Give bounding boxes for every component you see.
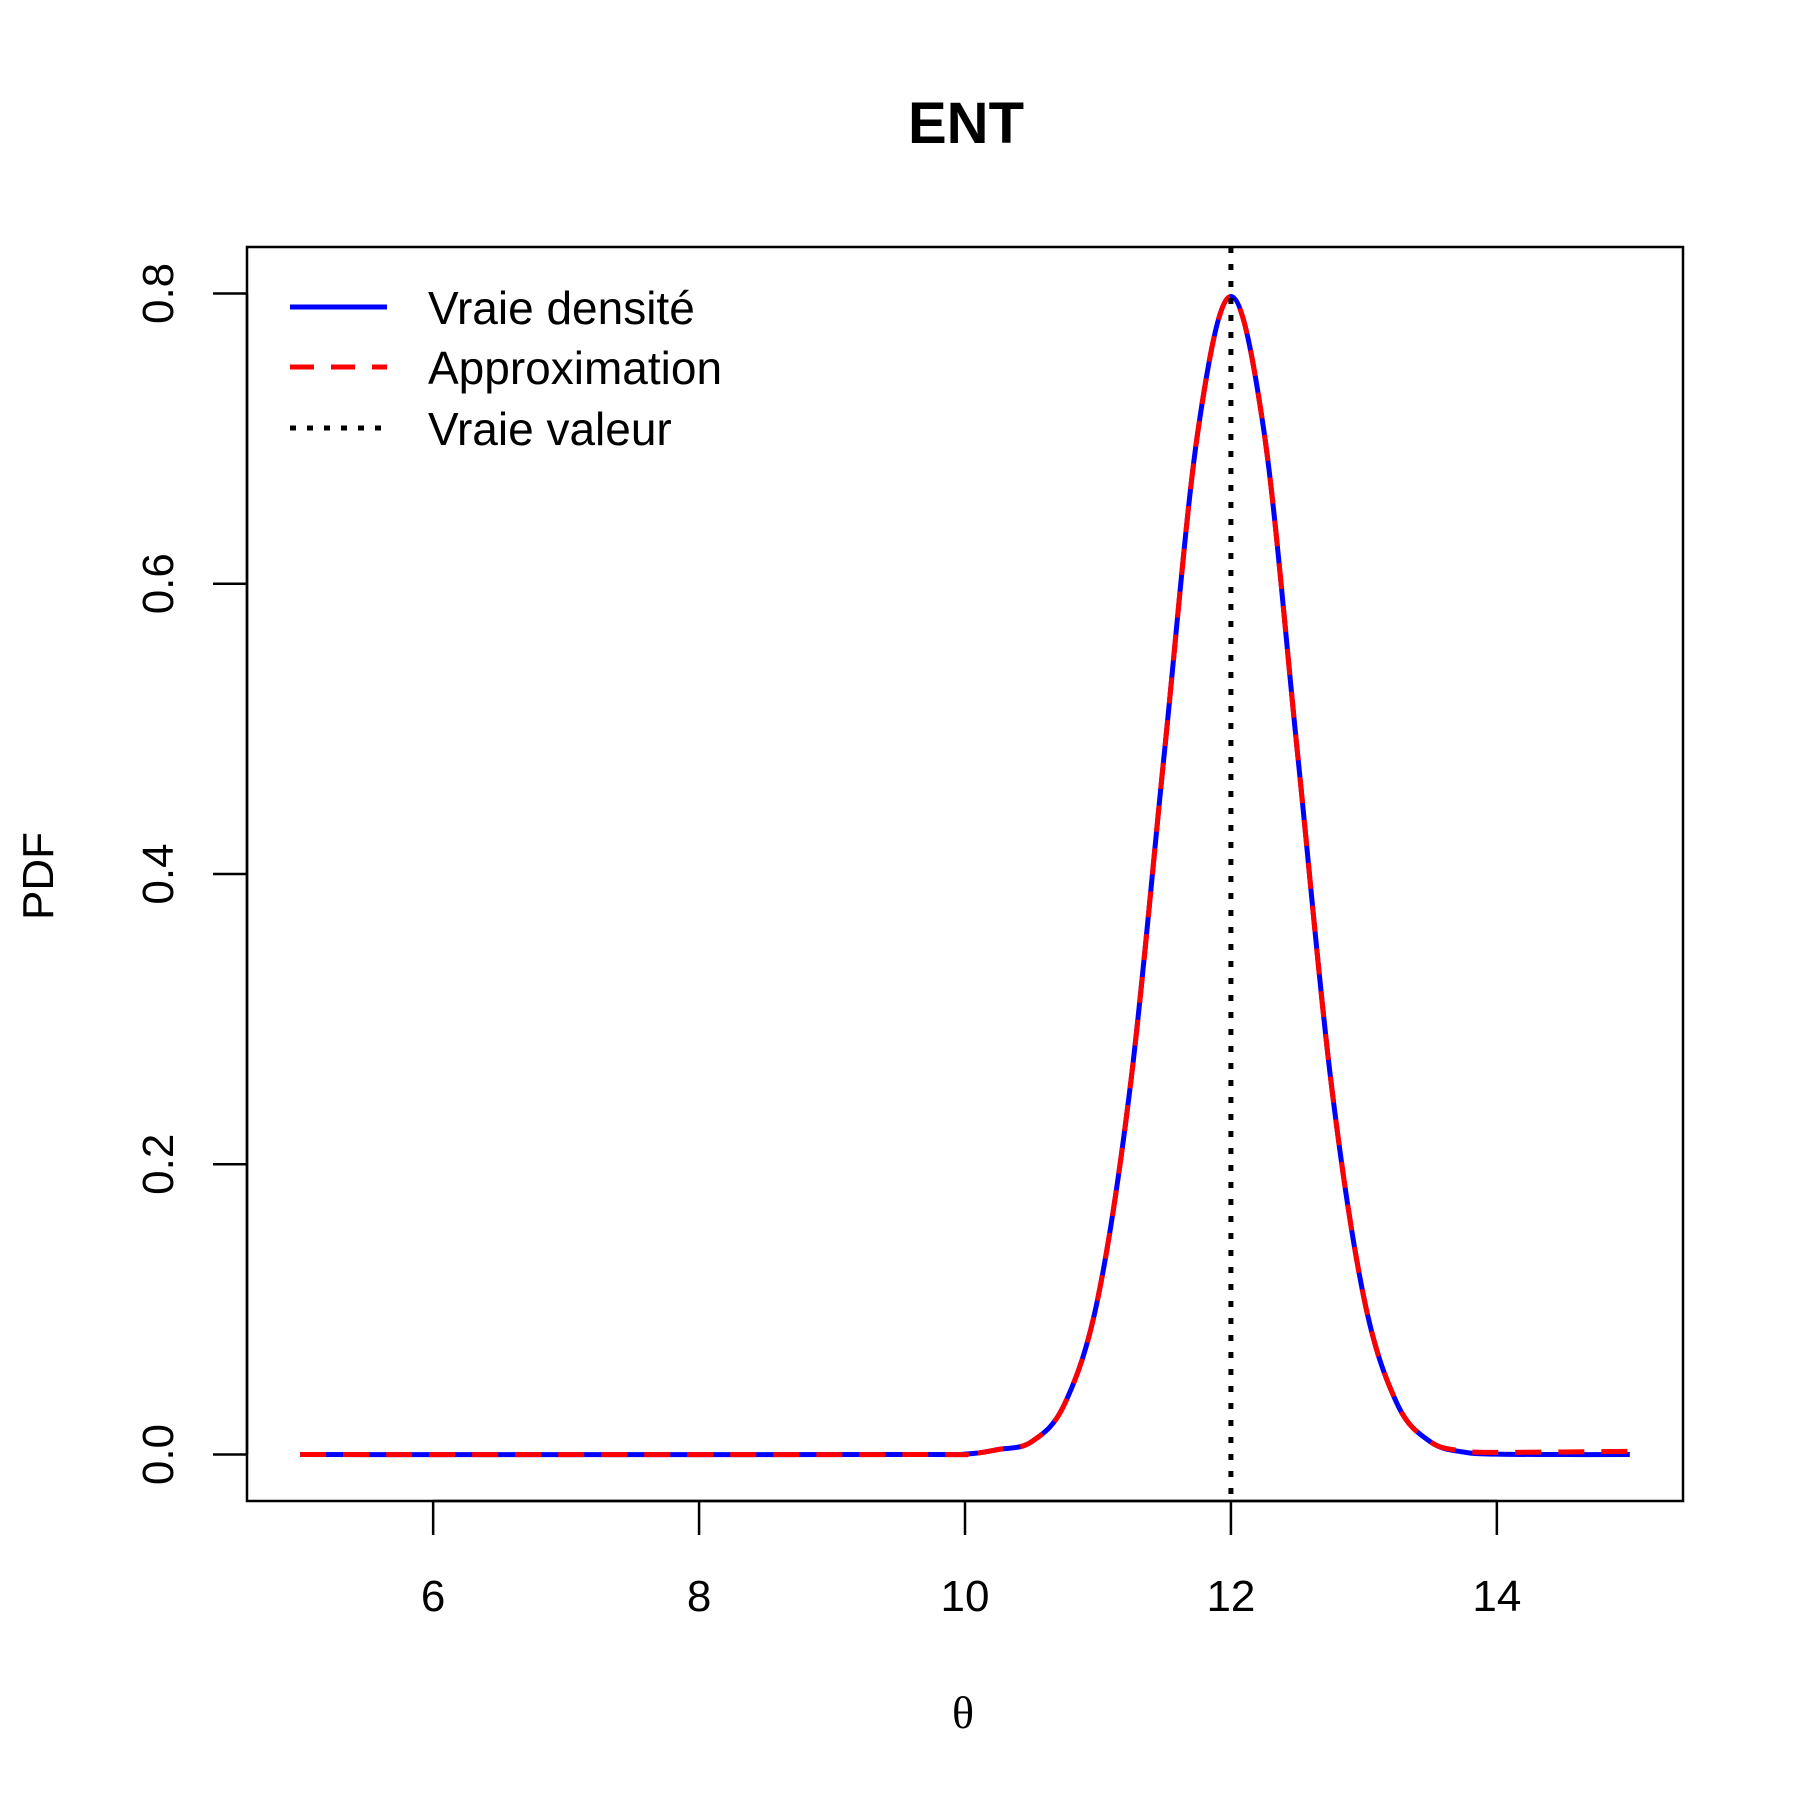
y-tick-label: 0.4 bbox=[134, 843, 183, 904]
y-tick-label: 0.6 bbox=[134, 553, 183, 614]
series-line-approximation bbox=[300, 293, 1630, 1458]
y-tick-label: 0.8 bbox=[134, 263, 183, 324]
x-tick-label: 8 bbox=[687, 1572, 711, 1621]
y-axis: 0.0 0.2 0.4 0.6 0.8 bbox=[134, 263, 249, 1485]
x-tick-label: 14 bbox=[1472, 1572, 1521, 1621]
x-tick-label: 6 bbox=[421, 1572, 445, 1621]
legend: Vraie densité Approximation Vraie valeur bbox=[290, 282, 722, 455]
x-tick-label: 12 bbox=[1206, 1572, 1255, 1621]
chart-title: ENT bbox=[908, 91, 1024, 156]
y-tick-label: 0.2 bbox=[134, 1134, 183, 1195]
x-tick-label: 10 bbox=[941, 1572, 990, 1621]
legend-label-approximation: Approximation bbox=[428, 342, 722, 394]
x-axis: 6 8 10 12 14 bbox=[421, 1499, 1521, 1621]
x-axis-label: θ bbox=[952, 1687, 974, 1738]
y-tick-label: 0.0 bbox=[134, 1424, 183, 1485]
plot-area bbox=[300, 247, 1630, 1501]
legend-label-true-value: Vraie valeur bbox=[428, 403, 672, 455]
legend-label-true-density: Vraie densité bbox=[428, 282, 695, 334]
series-line-true-density bbox=[300, 293, 1630, 1458]
y-axis-label: PDF bbox=[14, 832, 63, 920]
